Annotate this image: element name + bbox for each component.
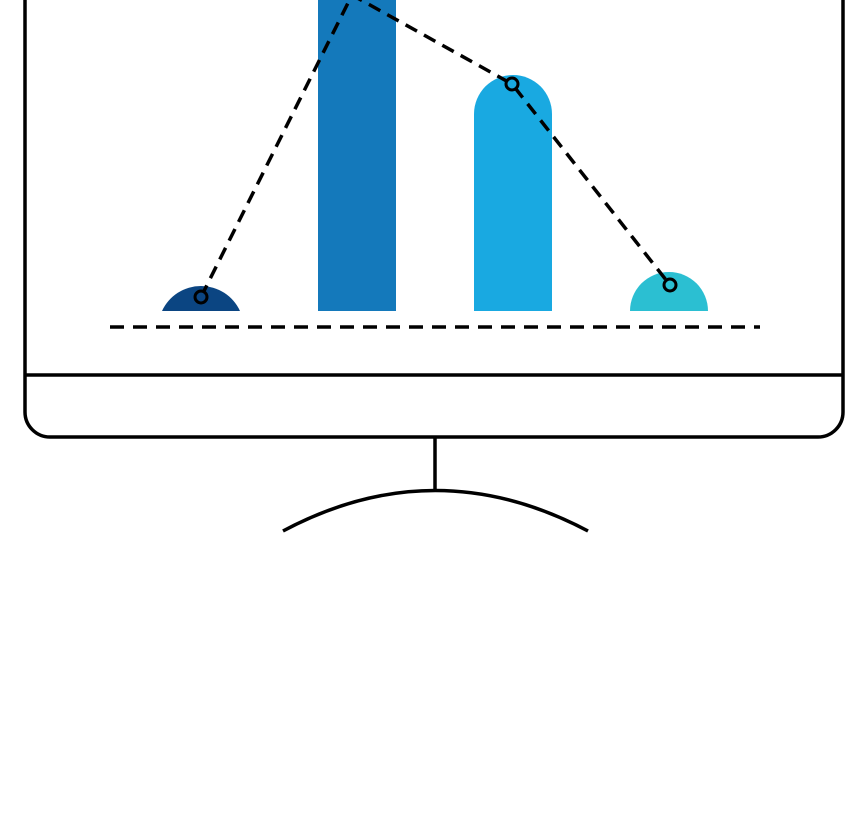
monitor-frame [23, 0, 845, 439]
trend-point [193, 289, 209, 305]
monitor-base [282, 488, 589, 533]
trend-point [662, 277, 678, 293]
dashed-trend-line [199, 0, 672, 298]
bar-shape [318, 0, 396, 311]
bar-shape [474, 75, 552, 311]
trend-point [504, 76, 520, 92]
